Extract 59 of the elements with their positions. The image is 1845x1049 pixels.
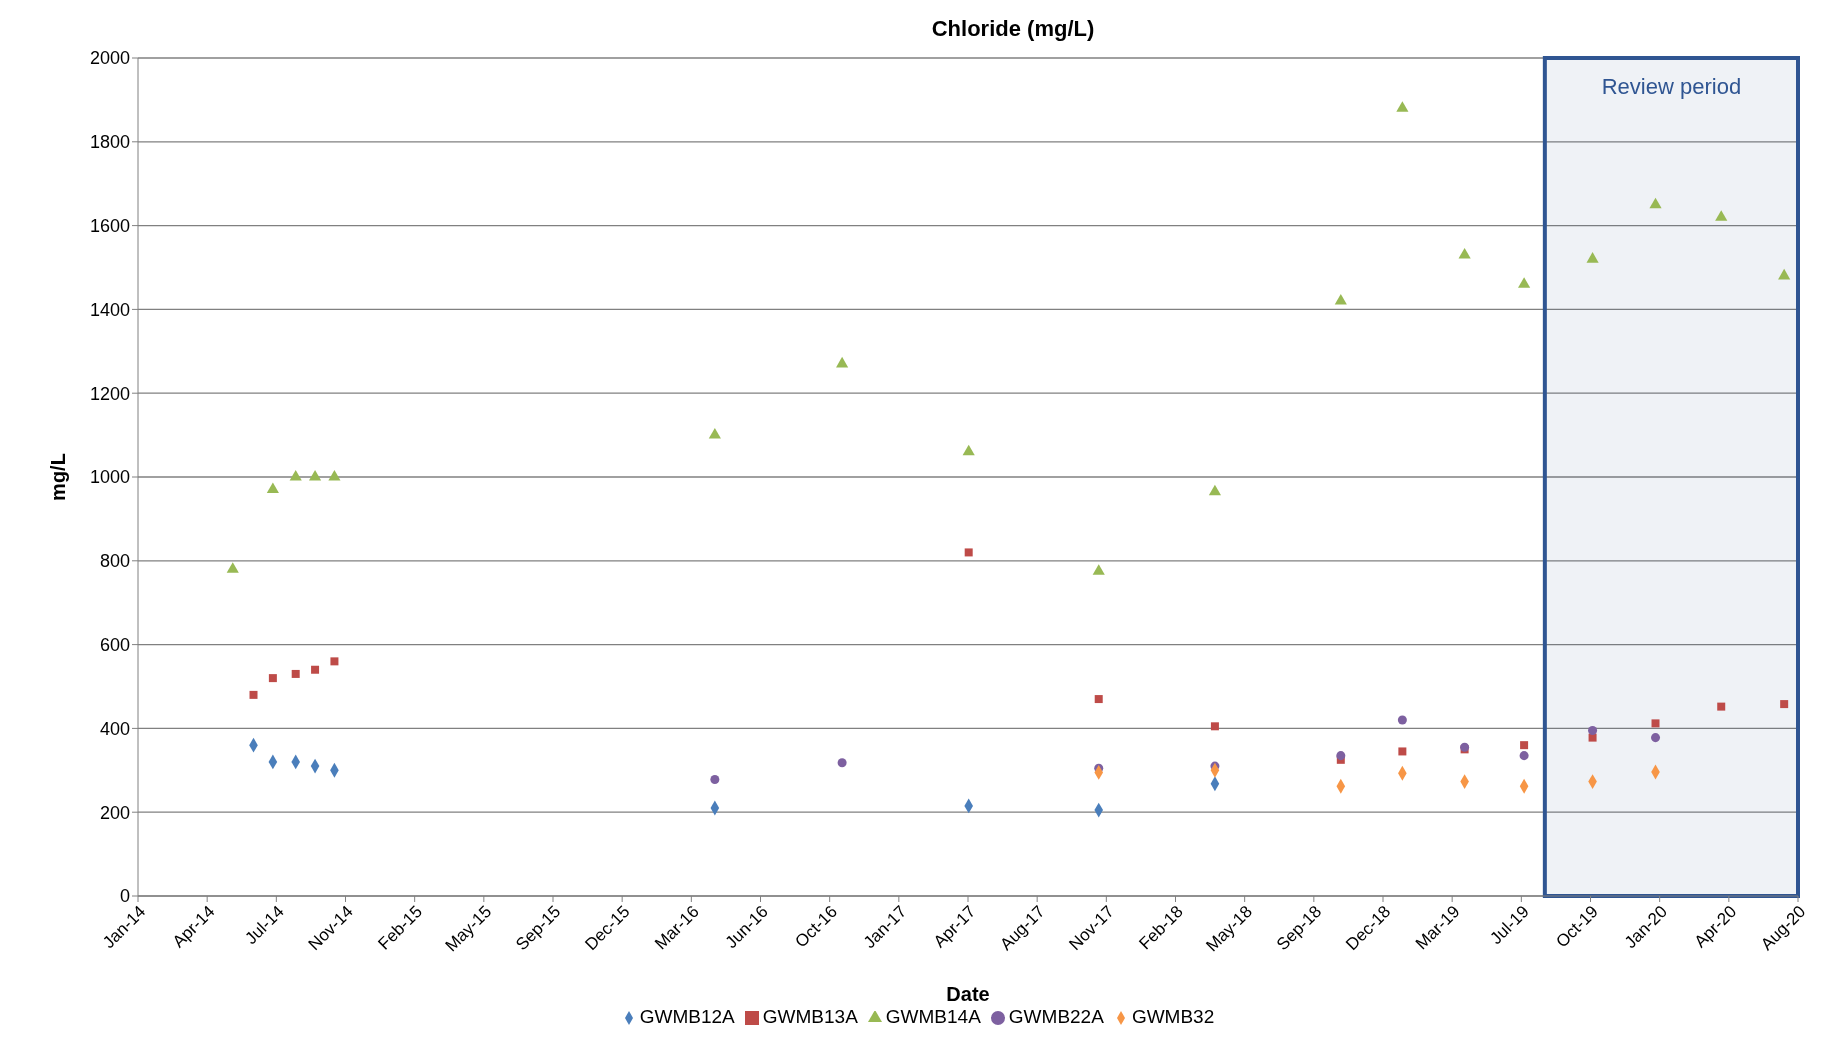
point bbox=[710, 775, 720, 785]
legend-label: GWMB22A bbox=[1008, 1006, 1104, 1027]
point bbox=[1092, 564, 1105, 575]
point bbox=[291, 669, 300, 678]
point bbox=[1649, 197, 1662, 209]
x-axis-title: Date bbox=[946, 983, 990, 1005]
point bbox=[1210, 722, 1219, 731]
point bbox=[266, 482, 279, 494]
point bbox=[1778, 268, 1791, 280]
point bbox=[1586, 252, 1599, 263]
point bbox=[330, 657, 339, 666]
point bbox=[708, 428, 721, 439]
y-tick-label: 1400 bbox=[89, 299, 130, 320]
point bbox=[837, 758, 847, 768]
point bbox=[1397, 715, 1407, 725]
point bbox=[1458, 247, 1471, 259]
point bbox=[1336, 751, 1346, 761]
y-tick-label: 1000 bbox=[89, 467, 130, 488]
point bbox=[1520, 741, 1529, 750]
point bbox=[1396, 101, 1409, 112]
point bbox=[249, 690, 258, 699]
point bbox=[1780, 700, 1789, 709]
point bbox=[1518, 277, 1531, 288]
band-label: Review period bbox=[1601, 73, 1742, 99]
point bbox=[226, 562, 239, 573]
y-tick-label: 2000 bbox=[89, 48, 130, 69]
point bbox=[1651, 733, 1661, 743]
legend-label: GWMB13A bbox=[762, 1006, 858, 1027]
point bbox=[311, 665, 320, 674]
point bbox=[1094, 695, 1103, 704]
y-tick-label: 0 bbox=[119, 886, 130, 907]
legend-label: GWMB32 bbox=[1131, 1006, 1215, 1027]
point bbox=[1208, 484, 1221, 496]
y-tick-label: 600 bbox=[99, 634, 130, 655]
chart-title: Chloride (mg/L) bbox=[931, 16, 1095, 41]
y-tick-label: 200 bbox=[99, 802, 130, 823]
point bbox=[964, 548, 973, 557]
y-tick-label: 800 bbox=[99, 551, 130, 572]
legend-label: GWMB12A bbox=[639, 1006, 735, 1027]
point bbox=[962, 444, 975, 456]
y-tick-label: 1200 bbox=[89, 383, 130, 404]
point bbox=[1398, 747, 1407, 756]
point bbox=[1588, 725, 1598, 735]
y-tick-label: 1800 bbox=[89, 132, 130, 153]
point bbox=[1715, 210, 1728, 221]
point bbox=[268, 674, 277, 683]
point bbox=[328, 469, 341, 481]
legend-label: GWMB14A bbox=[885, 1006, 981, 1027]
point bbox=[1588, 733, 1597, 742]
point bbox=[1519, 751, 1529, 761]
y-tick-label: 1600 bbox=[89, 215, 130, 236]
y-axis-title: mg/L bbox=[47, 453, 70, 501]
point bbox=[836, 356, 849, 368]
point bbox=[1651, 719, 1660, 728]
point bbox=[1334, 294, 1347, 305]
point bbox=[1717, 702, 1726, 711]
point bbox=[289, 469, 302, 481]
point bbox=[308, 469, 322, 481]
y-tick-label: 400 bbox=[99, 718, 130, 739]
